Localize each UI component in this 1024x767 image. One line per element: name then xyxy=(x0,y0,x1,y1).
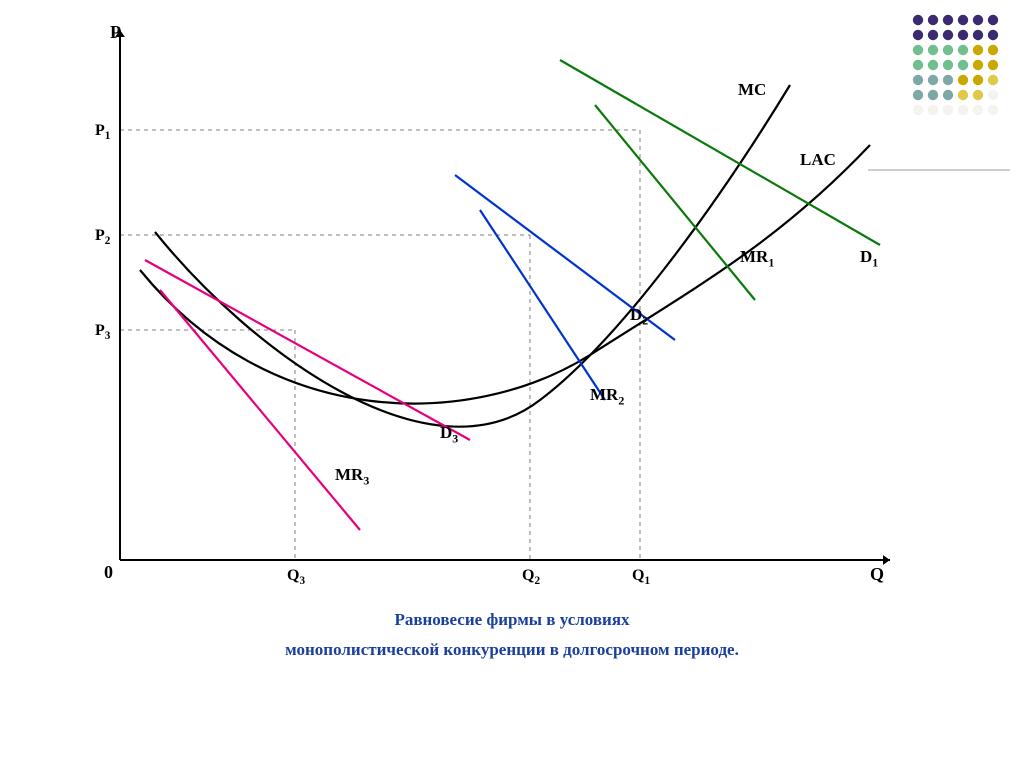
svg-text:MC: MC xyxy=(738,80,766,99)
svg-text:0: 0 xyxy=(104,562,113,582)
caption-line-1: Равновесие фирмы в условиях xyxy=(0,610,1024,630)
svg-text:D1: D1 xyxy=(860,247,878,269)
svg-text:MR3: MR3 xyxy=(335,465,369,487)
svg-text:Q3: Q3 xyxy=(287,567,305,587)
svg-text:P3: P3 xyxy=(95,322,111,342)
svg-text:MR1: MR1 xyxy=(740,247,774,269)
svg-text:P2: P2 xyxy=(95,227,111,247)
svg-text:D2: D2 xyxy=(630,305,648,327)
svg-text:P1: P1 xyxy=(95,122,111,142)
svg-text:MR2: MR2 xyxy=(590,385,624,407)
svg-text:P: P xyxy=(110,22,121,42)
svg-text:Q: Q xyxy=(870,564,884,584)
chart-stage: P0QP1P2P3Q3Q2Q1MCLACD1MR1D2MR2D3MR3 Равн… xyxy=(0,0,1024,767)
svg-text:Q2: Q2 xyxy=(522,567,540,587)
caption-line-2: монополистической конкуренции в долгосро… xyxy=(0,640,1024,660)
svg-text:LAC: LAC xyxy=(800,150,836,169)
svg-text:Q1: Q1 xyxy=(632,567,650,587)
